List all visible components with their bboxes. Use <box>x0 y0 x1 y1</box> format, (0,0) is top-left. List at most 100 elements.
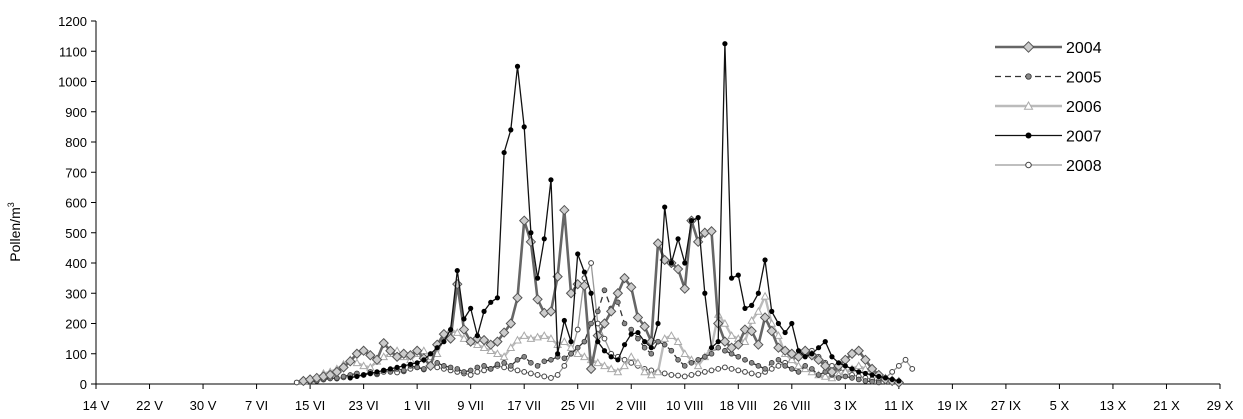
y-tick-label: 1000 <box>58 75 87 90</box>
series-point <box>374 369 380 375</box>
series-point <box>795 348 802 354</box>
x-tick-label: 3 IX <box>834 398 857 413</box>
series-point <box>668 347 675 354</box>
series-point <box>612 288 624 299</box>
series-point <box>528 360 534 366</box>
series-point <box>708 350 715 357</box>
series-point <box>869 378 875 385</box>
series-point <box>467 372 474 378</box>
series-point <box>579 280 590 291</box>
series-point <box>660 334 670 342</box>
series-point <box>508 363 514 369</box>
series-point <box>521 369 528 375</box>
series-point <box>720 318 730 327</box>
series-point <box>506 343 516 351</box>
y-tick-label: 100 <box>65 347 87 362</box>
series-point <box>822 339 828 345</box>
series-point <box>667 331 676 339</box>
series-point <box>385 345 396 356</box>
series-point <box>465 336 476 347</box>
series-point <box>1025 73 1032 80</box>
series-point <box>695 370 702 377</box>
series-layer <box>293 41 916 388</box>
series-point <box>381 367 387 373</box>
series-point <box>434 345 440 351</box>
x-tick-label: 21 X <box>1153 398 1180 413</box>
y-tick-label: 800 <box>65 135 87 150</box>
series-point <box>862 370 869 377</box>
series-point <box>541 358 548 365</box>
series-point <box>548 356 554 363</box>
legend-label: 2008 <box>1066 158 1102 175</box>
series-point <box>793 351 804 362</box>
series-point <box>525 236 537 248</box>
series-point <box>454 366 461 372</box>
series-point <box>452 328 462 336</box>
x-tick-label: 11 IX <box>884 398 914 413</box>
series-point <box>474 333 480 339</box>
series-point <box>527 370 534 377</box>
series-point <box>414 360 420 366</box>
series-point <box>588 320 594 327</box>
series-point <box>766 325 777 337</box>
series-point <box>371 354 383 366</box>
series-point <box>473 340 482 348</box>
series-point <box>365 350 376 361</box>
series-point <box>768 360 775 366</box>
series-point <box>661 370 668 377</box>
series-point <box>688 218 695 224</box>
y-axis-title-superscript: 3 <box>6 202 16 207</box>
series-point <box>869 372 875 378</box>
series-point <box>641 344 648 351</box>
series-point <box>889 369 896 375</box>
series-point <box>896 378 902 384</box>
y-tick-label: 500 <box>65 226 87 241</box>
series-point <box>628 359 635 366</box>
series-point <box>421 366 427 372</box>
series-point <box>405 350 416 361</box>
legend-item-2006: 2006 <box>995 99 1102 116</box>
series-point <box>735 353 742 360</box>
series-point <box>452 278 463 290</box>
series-point <box>846 348 858 359</box>
series-point <box>628 331 634 337</box>
series-point <box>501 149 507 156</box>
series-point <box>427 351 434 357</box>
series-point <box>748 370 755 377</box>
x-tick-label: 22 V <box>136 398 163 413</box>
series-point <box>545 306 557 317</box>
x-tick-label: 23 VI <box>348 398 378 413</box>
series-point <box>526 334 536 342</box>
series-point <box>499 352 509 361</box>
x-tick-label: 27 IX <box>991 398 1022 413</box>
series-point <box>528 230 534 236</box>
series-point <box>534 372 541 378</box>
series-point <box>775 356 782 363</box>
series-point <box>354 373 360 380</box>
series-point <box>1025 132 1032 139</box>
series-point <box>501 364 508 371</box>
series-point <box>593 358 603 367</box>
series-point <box>488 299 494 305</box>
series-point <box>701 369 708 375</box>
series-point <box>759 312 771 323</box>
series-point <box>461 316 467 322</box>
legend-item-2005: 2005 <box>995 70 1102 87</box>
series-point <box>387 366 393 372</box>
series-point <box>702 353 708 360</box>
series-point <box>762 257 768 263</box>
series-point <box>505 318 517 329</box>
series-point <box>493 349 502 358</box>
series-point <box>474 364 481 371</box>
series-point <box>794 361 803 370</box>
series-point <box>468 305 474 311</box>
series-point <box>688 372 695 378</box>
series-point <box>568 350 574 357</box>
series-point <box>826 366 838 378</box>
series-point <box>773 342 784 353</box>
series-point <box>367 370 373 377</box>
series-point <box>681 373 688 380</box>
series-point <box>849 366 855 372</box>
series-point <box>789 320 795 327</box>
